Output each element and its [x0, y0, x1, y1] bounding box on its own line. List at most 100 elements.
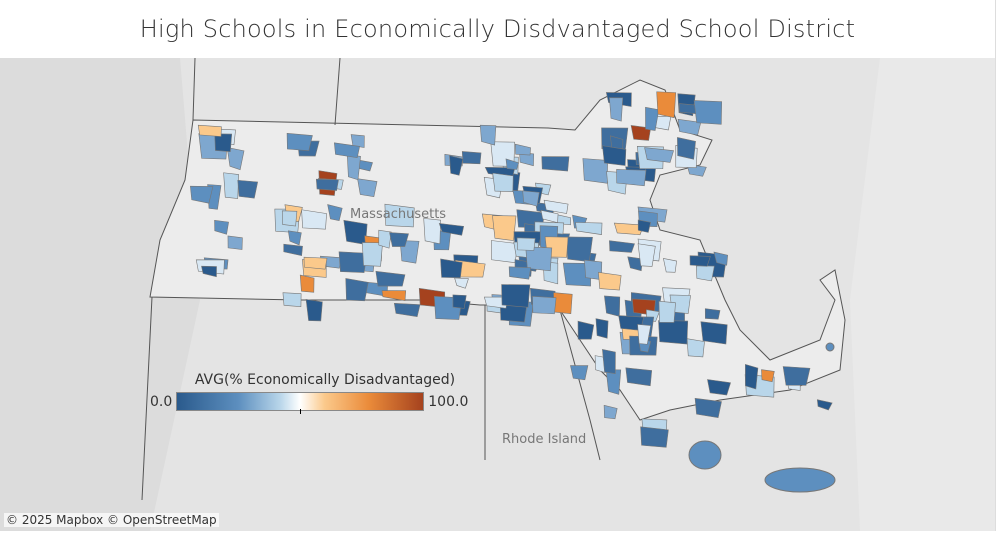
district-shape[interactable]: [516, 237, 536, 251]
district-shape[interactable]: [281, 210, 298, 227]
island-district-shape[interactable]: [825, 342, 835, 352]
district-shape[interactable]: [227, 235, 243, 250]
district-shape[interactable]: [305, 299, 323, 322]
district-shape[interactable]: [602, 349, 616, 374]
district-shape[interactable]: [577, 320, 595, 340]
district-shape[interactable]: [745, 363, 759, 390]
district-shape[interactable]: [381, 290, 407, 302]
district-shape[interactable]: [637, 324, 652, 345]
district-shape[interactable]: [282, 292, 302, 308]
district-shape[interactable]: [693, 100, 723, 125]
district-shape[interactable]: [508, 266, 532, 280]
district-shape[interactable]: [605, 369, 622, 395]
district-shape[interactable]: [449, 155, 464, 176]
district-shape[interactable]: [637, 243, 656, 267]
district-shape[interactable]: [522, 190, 540, 207]
district-shape[interactable]: [190, 185, 214, 204]
district-shape[interactable]: [570, 365, 589, 381]
district-shape[interactable]: [315, 178, 339, 191]
district-shape[interactable]: [384, 203, 415, 228]
district-shape[interactable]: [525, 246, 553, 272]
district-shape[interactable]: [645, 106, 660, 131]
district-shape[interactable]: [603, 404, 618, 420]
district-shape[interactable]: [658, 300, 676, 323]
scrollbar[interactable]: [995, 0, 1004, 531]
district-shape[interactable]: [393, 302, 421, 317]
district-shape[interactable]: [237, 179, 259, 199]
district-shape[interactable]: [361, 242, 383, 267]
district-shape[interactable]: [609, 97, 624, 122]
district-shape[interactable]: [541, 156, 570, 172]
district-shape[interactable]: [378, 229, 392, 249]
district-shape[interactable]: [438, 223, 465, 236]
district-shape[interactable]: [479, 124, 497, 146]
district-shape[interactable]: [299, 274, 315, 293]
map-canvas[interactable]: Massachusetts Rhode Island: [0, 57, 995, 531]
district-shape[interactable]: [375, 270, 406, 287]
district-shape[interactable]: [440, 258, 463, 279]
district-shape[interactable]: [704, 308, 721, 320]
island-district-shape[interactable]: [764, 467, 836, 493]
district-shape[interactable]: [286, 133, 313, 151]
district-shape[interactable]: [423, 218, 441, 245]
district-shape[interactable]: [492, 215, 517, 241]
district-shape[interactable]: [532, 296, 557, 315]
district-shape[interactable]: [656, 91, 677, 119]
district-shape[interactable]: [283, 243, 303, 257]
district-shape[interactable]: [333, 142, 360, 159]
district-shape[interactable]: [452, 294, 467, 309]
district-shape[interactable]: [226, 147, 245, 171]
map-attribution[interactable]: © 2025 Mapbox © OpenStreetMap: [4, 513, 219, 527]
district-shape[interactable]: [677, 137, 696, 160]
district-shape[interactable]: [303, 256, 328, 270]
district-shape[interactable]: [505, 158, 520, 170]
district-shape[interactable]: [695, 265, 715, 282]
district-shape[interactable]: [214, 219, 229, 235]
district-shape[interactable]: [686, 338, 705, 358]
district-shape[interactable]: [637, 219, 651, 233]
district-shape[interactable]: [575, 222, 603, 235]
district-shape[interactable]: [761, 369, 775, 383]
district-shape[interactable]: [677, 118, 702, 136]
district-shape[interactable]: [301, 209, 327, 230]
district-shape[interactable]: [595, 318, 609, 339]
district-shape[interactable]: [658, 320, 689, 345]
district-shape[interactable]: [345, 278, 369, 302]
district-shape[interactable]: [625, 367, 653, 387]
district-shape[interactable]: [582, 158, 608, 184]
district-shape[interactable]: [223, 172, 239, 199]
district-shape[interactable]: [287, 230, 302, 246]
district-shape[interactable]: [816, 399, 833, 411]
district-shape[interactable]: [454, 277, 469, 289]
district-shape[interactable]: [461, 151, 482, 165]
district-shape[interactable]: [782, 366, 811, 386]
district-shape[interactable]: [566, 236, 593, 262]
district-shape[interactable]: [713, 251, 728, 266]
district-shape[interactable]: [640, 426, 669, 448]
district-shape[interactable]: [609, 240, 635, 253]
district-shape[interactable]: [602, 145, 627, 166]
district-shape[interactable]: [553, 292, 573, 315]
district-shape[interactable]: [514, 143, 531, 156]
district-shape[interactable]: [604, 295, 621, 317]
district-shape[interactable]: [700, 321, 728, 345]
district-shape[interactable]: [663, 258, 677, 273]
district-shape[interactable]: [350, 134, 365, 148]
district-shape[interactable]: [389, 232, 409, 247]
district-shape[interactable]: [338, 251, 368, 273]
district-shape[interactable]: [694, 397, 722, 419]
district-shape[interactable]: [543, 199, 569, 214]
district-shape[interactable]: [598, 271, 622, 291]
district-shape[interactable]: [540, 209, 559, 224]
district-shape[interactable]: [346, 153, 361, 181]
district-shape[interactable]: [197, 124, 222, 137]
district-shape[interactable]: [201, 265, 217, 278]
district-shape[interactable]: [613, 222, 645, 236]
district-shape[interactable]: [501, 284, 531, 308]
district-shape[interactable]: [357, 178, 378, 198]
district-shape[interactable]: [343, 219, 368, 245]
district-shape[interactable]: [214, 133, 233, 152]
district-shape[interactable]: [707, 379, 731, 396]
district-shape[interactable]: [627, 256, 643, 272]
district-shape[interactable]: [616, 169, 647, 187]
